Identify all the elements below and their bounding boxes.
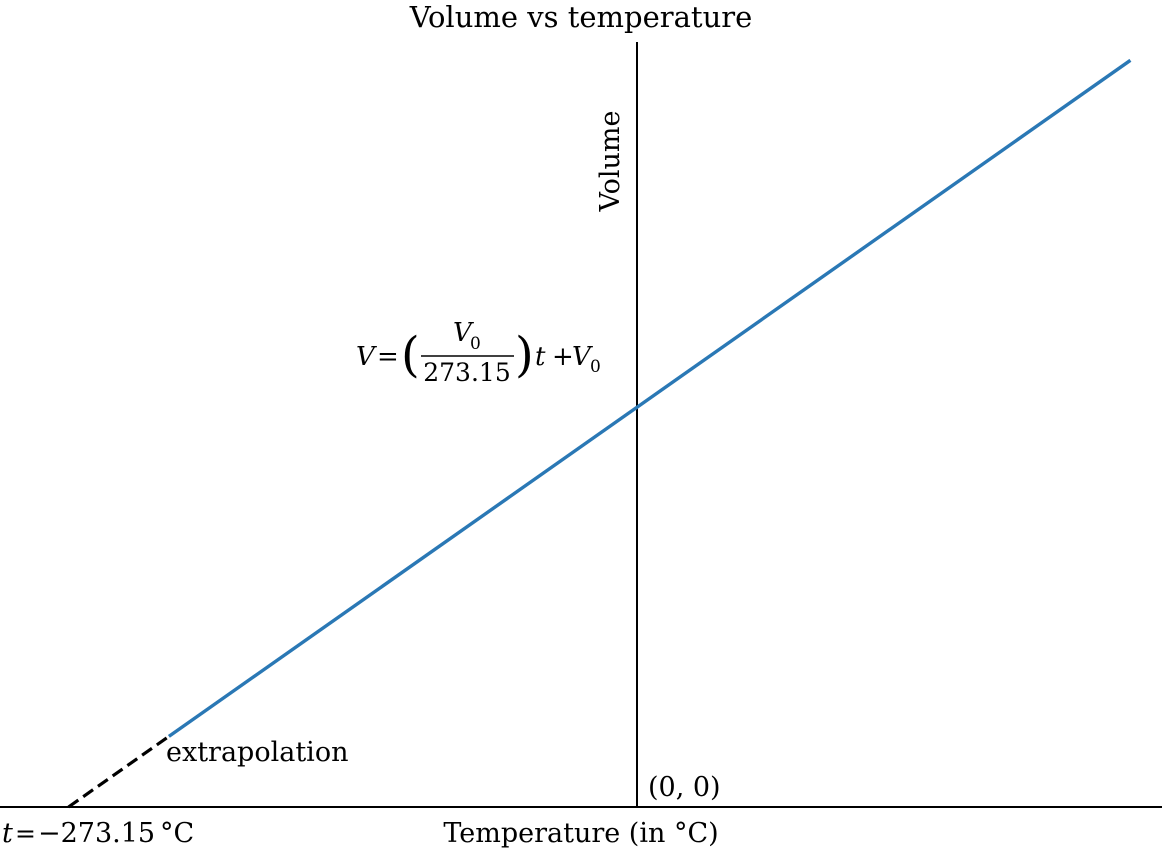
formula-denominator: 273.15	[423, 358, 510, 387]
extrapolation-line	[67, 735, 170, 809]
intercept-var: t	[2, 818, 13, 849]
formula-rhs: V	[572, 342, 593, 372]
origin-label: (0, 0)	[648, 772, 721, 803]
series-group	[67, 58, 1132, 809]
x-axis-label: Temperature (in °C)	[443, 818, 718, 849]
intercept-unit: °C	[160, 818, 194, 849]
formula-numerator: V	[453, 318, 474, 348]
chart-title: Volume vs temperature	[409, 0, 753, 34]
y-axis-label: Volume	[595, 111, 626, 213]
intercept-label: t = −273.15 °C	[2, 818, 194, 849]
formula-var: t	[535, 342, 546, 372]
formula-numerator-sub: 0	[470, 334, 481, 354]
intercept-value: −273.15	[38, 818, 155, 849]
formula-open-paren: (	[401, 327, 420, 383]
extrapolation-label: extrapolation	[166, 737, 348, 768]
formula-plus: +	[552, 342, 574, 372]
formula-equals: =	[377, 342, 399, 372]
formula-close-paren: )	[515, 327, 534, 383]
volume-line	[167, 58, 1132, 738]
intercept-equals: =	[15, 819, 36, 848]
formula-rhs-sub: 0	[590, 357, 601, 377]
formula-lhs: V	[356, 342, 377, 372]
formula-annotation: V = ( V 0 273.15 ) t + V 0	[356, 318, 601, 387]
